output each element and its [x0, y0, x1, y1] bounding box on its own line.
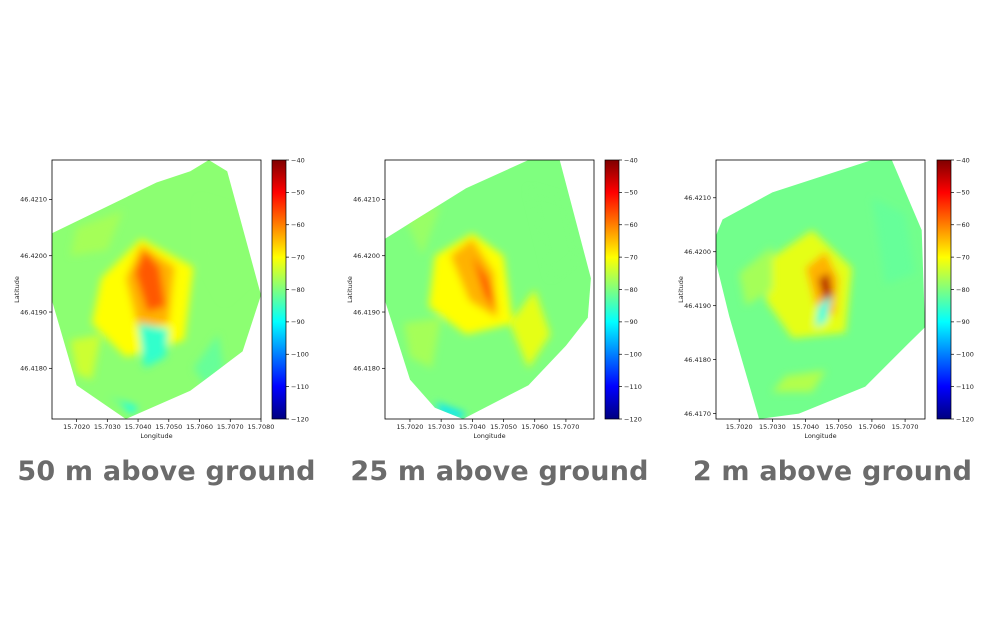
x-axis-label: Longitude — [473, 432, 505, 440]
x-tick-label: 15.7050 — [825, 423, 852, 431]
colorbar-tick-label: −120 — [956, 415, 974, 423]
colorbar-tick-label: −90 — [956, 318, 970, 326]
colorbar-tick-label: −120 — [291, 415, 309, 423]
signal-region — [70, 210, 123, 256]
x-tick-label: 15.7050 — [490, 423, 517, 431]
colorbar-tick-label: −70 — [291, 253, 305, 261]
x-tick-label: 15.7020 — [397, 423, 424, 431]
x-tick-label: 15.7070 — [552, 423, 579, 431]
x-tick-label: 15.7020 — [726, 423, 753, 431]
y-axis-label: Latitude — [346, 276, 354, 303]
colorbar-tick-label: −40 — [624, 156, 638, 164]
heatmap-chart-50m: 15.7020 15.7030 15.7040 15.7050 15.7060 15.70… — [13, 156, 309, 440]
panel-25m: 15.7020 15.7030 15.7040 15.7050 15.7060 15.70… — [333, 150, 666, 450]
caption-2m: 2 m above ground — [692, 456, 973, 487]
colorbar-tick-label: −60 — [291, 221, 305, 229]
y-tick-label: 46.4210 — [684, 194, 711, 202]
colorbar-tick-label: −100 — [956, 351, 974, 359]
y-axis-label: Latitude — [677, 276, 685, 303]
x-tick-label: 15.7080 — [248, 423, 275, 431]
colorbar-tick-label: −40 — [956, 156, 970, 164]
signal-region — [70, 334, 102, 380]
colorbar-tick-label: −120 — [624, 415, 642, 423]
y-tick-label: 46.4200 — [20, 252, 47, 260]
colorbar-tick-label: −50 — [956, 189, 970, 197]
plot-frame — [384, 159, 595, 420]
x-tick-label: 15.7050 — [155, 423, 182, 431]
colorbar-tick-label: −80 — [624, 286, 638, 294]
y-tick-label: 46.4180 — [353, 365, 380, 373]
signal-region — [135, 250, 166, 312]
signal-region — [871, 197, 915, 285]
colorbar-tick-label: −50 — [624, 189, 638, 197]
x-tick-label: 15.7040 — [125, 423, 152, 431]
x-tick-label: 15.7070 — [217, 423, 244, 431]
colorbar — [271, 159, 287, 420]
y-axis-label: Latitude — [13, 276, 21, 303]
y-tick-label: 46.4170 — [684, 410, 711, 418]
signal-region — [434, 402, 467, 419]
caption-25m: 25 m above ground — [350, 456, 649, 487]
colorbar-tick-label: −70 — [624, 253, 638, 261]
signal-region — [199, 199, 249, 301]
signal-region — [509, 289, 551, 369]
plot-frame — [715, 159, 926, 420]
signal-region — [138, 323, 169, 369]
colorbar — [936, 159, 952, 420]
colorbar-tick-label: −100 — [624, 351, 642, 359]
x-tick-label: 15.7020 — [63, 423, 90, 431]
x-tick-label: 15.7030 — [759, 423, 786, 431]
x-tick-label: 15.7030 — [94, 423, 121, 431]
heatmap-chart-2m: 15.7020 15.7030 15.7040 15.7050 15.7060 15.70… — [677, 156, 974, 440]
signal-region — [739, 246, 773, 306]
y-tick-label: 46.4190 — [20, 308, 47, 316]
colorbar-tick-label: −110 — [956, 383, 974, 391]
y-tick-label: 46.4190 — [684, 302, 711, 310]
signal-region — [528, 188, 579, 279]
colorbar-tick-label: −70 — [956, 253, 970, 261]
signal-region — [815, 294, 833, 328]
colorbar — [604, 159, 620, 420]
colorbar-tick-label: −100 — [291, 351, 309, 359]
panel-2m: 15.7020 15.7030 15.7040 15.7050 15.7060 15.70… — [666, 150, 999, 450]
x-tick-label: 15.7070 — [892, 423, 919, 431]
colorbar-tick-label: −90 — [624, 318, 638, 326]
y-tick-label: 46.4210 — [20, 196, 47, 204]
x-tick-label: 15.7030 — [428, 423, 455, 431]
signal-region — [772, 370, 826, 392]
x-tick-label: 15.7040 — [792, 423, 819, 431]
y-tick-label: 46.4180 — [20, 365, 47, 373]
signal-region — [818, 273, 833, 306]
colorbar-tick-label: −60 — [624, 221, 638, 229]
colorbar-tick-label: −80 — [291, 286, 305, 294]
x-axis-label: Longitude — [804, 432, 836, 440]
colorbar-tick-label: −110 — [291, 383, 309, 391]
x-axis-label: Longitude — [140, 432, 172, 440]
y-tick-label: 46.4210 — [353, 196, 380, 204]
x-tick-label: 15.7060 — [521, 423, 548, 431]
colorbar-tick-label: −80 — [956, 286, 970, 294]
signal-region — [450, 238, 498, 318]
heatmap-chart-25m: 15.7020 15.7030 15.7040 15.7050 15.7060 15.70… — [346, 156, 642, 440]
y-tick-label: 46.4200 — [684, 248, 711, 256]
colorbar-tick-label: −50 — [291, 189, 305, 197]
x-tick-label: 15.7040 — [459, 423, 486, 431]
colorbar-tick-label: −60 — [956, 221, 970, 229]
x-tick-label: 15.7060 — [186, 423, 213, 431]
colorbar-tick-label: −40 — [291, 156, 305, 164]
y-tick-label: 46.4200 — [353, 252, 380, 260]
panel-50m: 15.7020 15.7030 15.7040 15.7050 15.7060 15.70… — [0, 150, 333, 450]
plot-frame — [51, 159, 262, 420]
x-tick-label: 15.7060 — [858, 423, 885, 431]
colorbar-tick-label: −110 — [624, 383, 642, 391]
colorbar-tick-label: −90 — [291, 318, 305, 326]
y-tick-label: 46.4180 — [684, 356, 711, 364]
y-tick-label: 46.4190 — [353, 308, 380, 316]
caption-50m: 50 m above ground — [17, 456, 316, 487]
signal-region — [107, 396, 139, 414]
signal-region — [403, 317, 442, 369]
signal-region — [472, 255, 498, 312]
